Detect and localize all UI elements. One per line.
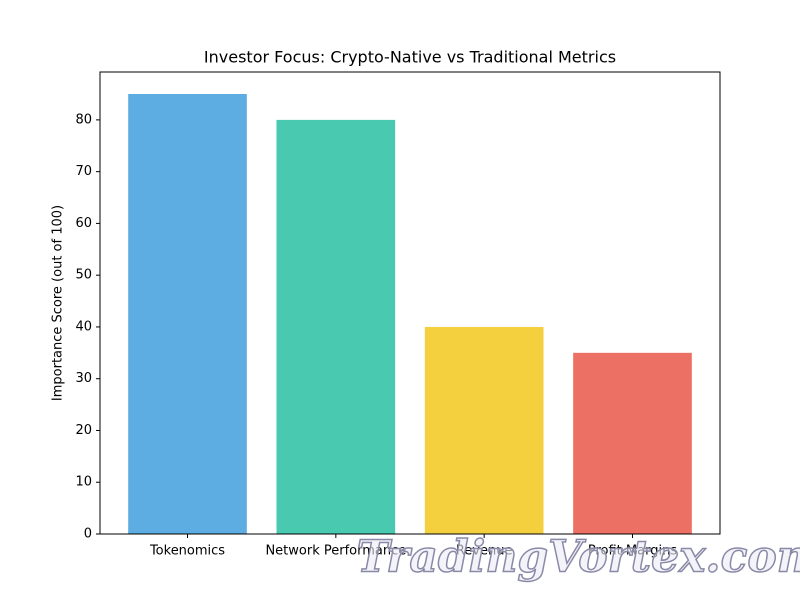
bar	[128, 94, 247, 534]
chart-title: Investor Focus: Crypto-Native vs Traditi…	[204, 48, 616, 67]
y-tick-label: 30	[75, 371, 92, 386]
bar	[276, 119, 396, 534]
y-tick-label: 70	[75, 164, 92, 179]
y-tick-label: 0	[84, 527, 92, 542]
y-axis-label: Importance Score (out of 100)	[51, 205, 66, 401]
y-tick-label: 50	[75, 268, 92, 283]
y-tick-label: 60	[75, 216, 92, 231]
y-tick-label: 40	[75, 319, 92, 334]
x-tick-label: Network Performance	[265, 544, 406, 559]
x-tick-label: Tokenomics	[149, 544, 225, 559]
y-tick-label: 20	[75, 423, 92, 438]
watermark: TradingVortex.com	[357, 532, 800, 583]
y-tick-label: 80	[75, 112, 92, 127]
bar	[573, 352, 692, 534]
plot-frame	[99, 71, 721, 535]
y-tick-label: 10	[75, 475, 92, 490]
bar	[424, 326, 544, 534]
x-tick-label: Profit Margins	[588, 544, 677, 559]
x-tick-label: Revenue	[456, 544, 513, 559]
